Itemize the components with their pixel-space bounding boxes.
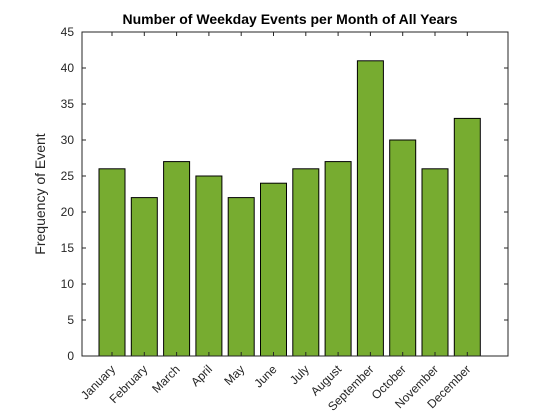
y-axis: 0 5 10 15 20 25 30 35 40 45 [61, 25, 508, 363]
chart-title: Number of Weekday Events per Month of Al… [122, 11, 457, 27]
x-tick-label-march: March [149, 362, 182, 395]
bar-march [163, 161, 191, 357]
bar-august [324, 161, 352, 357]
x-tick-label-june: June [251, 362, 280, 391]
y-tick-label: 0 [67, 349, 74, 363]
bar-september [356, 60, 384, 357]
bar-may [227, 197, 255, 357]
bars-group [98, 60, 481, 357]
bar-december [453, 117, 481, 357]
bar-june [260, 182, 287, 357]
y-tick-label: 30 [61, 133, 75, 147]
bar-november [421, 168, 449, 357]
y-tick-label: 40 [61, 61, 75, 75]
y-tick-label: 15 [61, 241, 75, 255]
y-tick-label: 25 [61, 169, 75, 183]
y-tick-label: 45 [61, 25, 75, 39]
y-tick-label: 5 [67, 313, 74, 327]
plot-area-frame [81, 31, 509, 357]
bar-july [292, 168, 320, 357]
bar-february [130, 197, 158, 357]
x-tick-label-july: July [287, 362, 312, 387]
x-tick-label-april: April [188, 362, 215, 389]
y-tick-label: 10 [61, 277, 75, 291]
bar-october [389, 139, 417, 357]
y-axis-label: Frequency of Event [32, 133, 48, 255]
bar-april [195, 175, 223, 357]
x-tick-label-may: May [221, 362, 247, 388]
y-tick-label: 20 [61, 205, 75, 219]
bar-january [98, 168, 126, 357]
y-tick-label: 35 [61, 97, 75, 111]
